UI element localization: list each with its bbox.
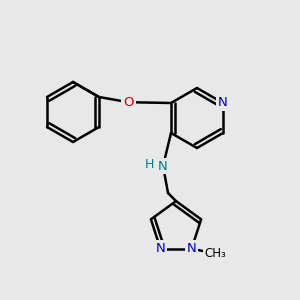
Text: N: N [218,97,228,110]
Text: H: H [144,158,154,172]
Text: O: O [123,96,134,109]
Text: N: N [187,242,196,255]
Text: N: N [156,242,165,255]
Text: N: N [158,160,168,172]
Text: CH₃: CH₃ [205,247,226,260]
